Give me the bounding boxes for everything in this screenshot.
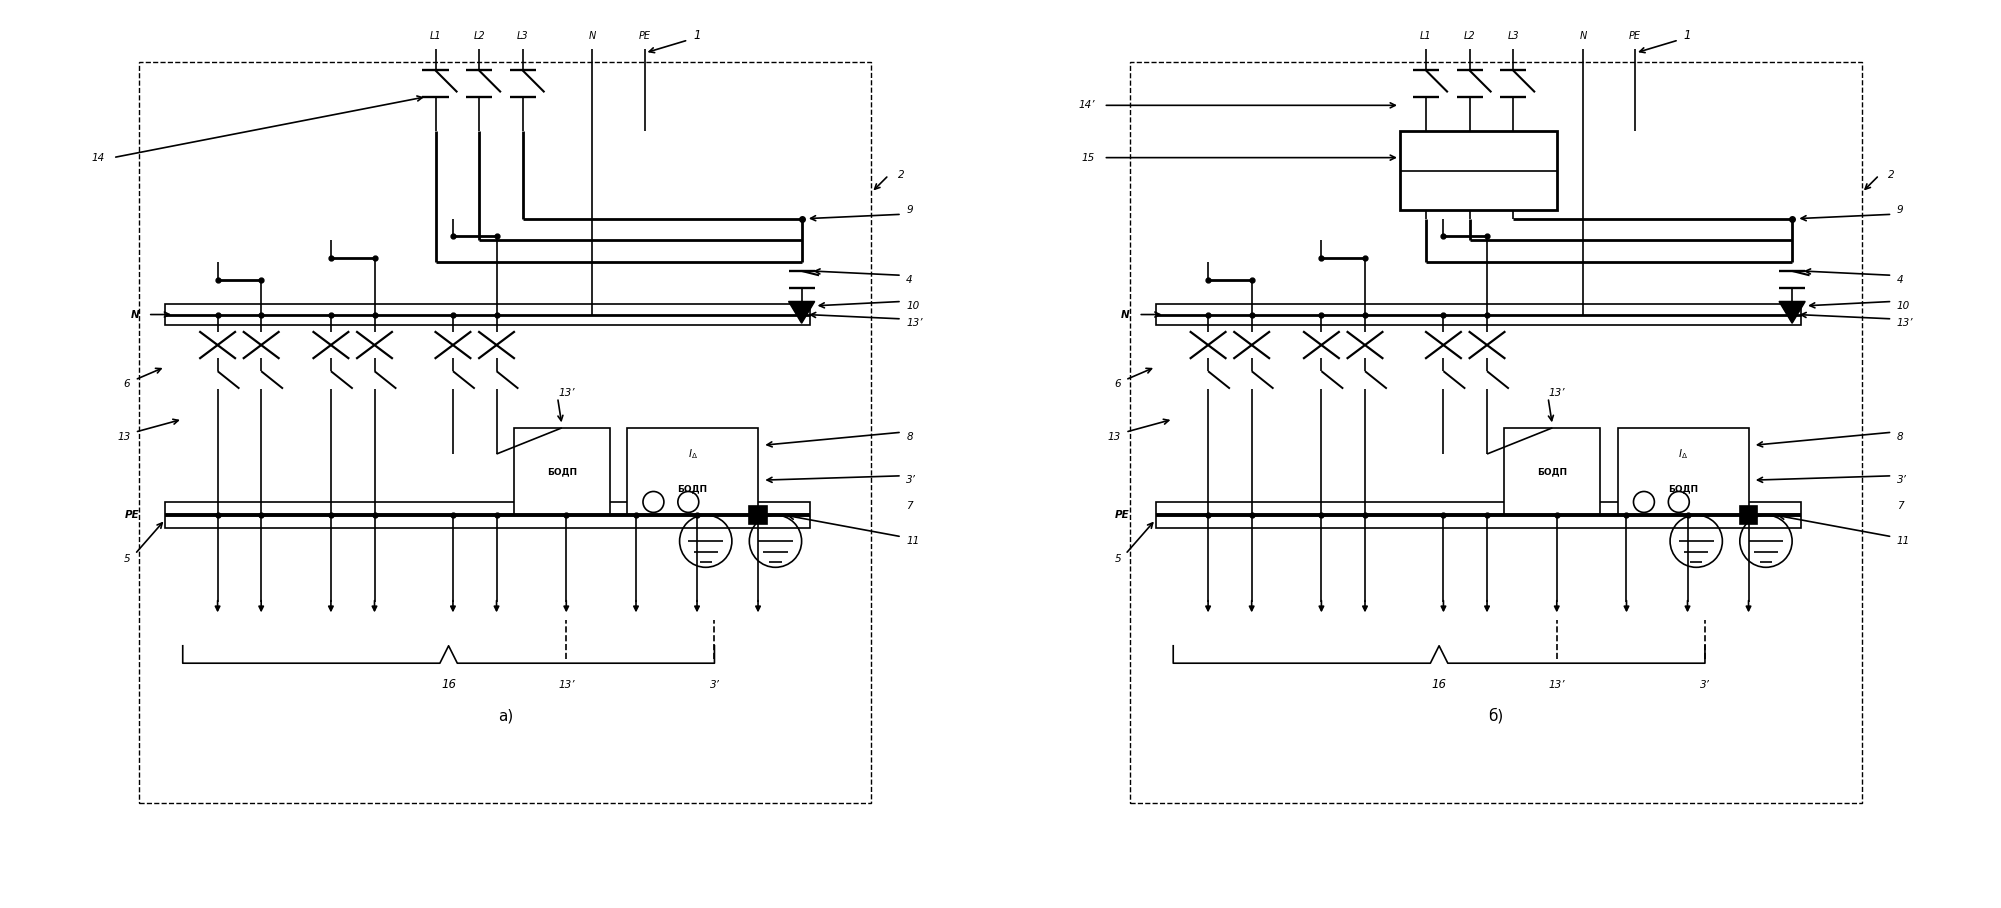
Text: 13’: 13’ xyxy=(1549,388,1565,398)
Text: 6: 6 xyxy=(1115,380,1121,390)
Text: 11: 11 xyxy=(1897,536,1911,547)
Text: БОДП: БОДП xyxy=(678,484,708,493)
Text: 13’: 13’ xyxy=(1897,318,1913,329)
Polygon shape xyxy=(1779,301,1805,323)
Text: 8: 8 xyxy=(906,431,912,441)
Text: L2: L2 xyxy=(474,31,484,41)
Text: 3’: 3’ xyxy=(1701,680,1711,690)
Text: 3’: 3’ xyxy=(906,475,916,485)
Text: 16: 16 xyxy=(1431,678,1447,692)
Text: 5: 5 xyxy=(1115,554,1121,564)
Bar xyxy=(1131,62,1861,803)
Text: 13’: 13’ xyxy=(558,388,574,398)
Bar xyxy=(1505,428,1601,515)
Text: N: N xyxy=(1121,310,1131,320)
Text: L2: L2 xyxy=(1465,31,1475,41)
Bar xyxy=(748,507,766,524)
Text: 1: 1 xyxy=(1683,29,1691,42)
Text: 4: 4 xyxy=(906,274,912,285)
Text: б): б) xyxy=(1489,707,1503,724)
Text: 16: 16 xyxy=(440,678,456,692)
Text: PE: PE xyxy=(1629,31,1641,41)
Bar xyxy=(140,62,870,803)
Text: 14’: 14’ xyxy=(1079,100,1095,111)
Text: 10: 10 xyxy=(906,301,920,311)
Text: L1: L1 xyxy=(1421,31,1433,41)
Bar xyxy=(1617,428,1749,515)
Text: а): а) xyxy=(498,708,512,723)
Text: БОДП: БОДП xyxy=(546,467,576,476)
Text: 2: 2 xyxy=(898,170,904,180)
Bar xyxy=(626,428,758,515)
Bar xyxy=(1157,304,1801,325)
Text: N: N xyxy=(588,31,596,41)
Text: PE: PE xyxy=(638,31,650,41)
Text: 13: 13 xyxy=(118,431,130,441)
Bar xyxy=(1157,502,1801,528)
Text: 13: 13 xyxy=(1109,431,1121,441)
Text: 3’: 3’ xyxy=(710,680,720,690)
Bar xyxy=(514,428,610,515)
Text: 8: 8 xyxy=(1897,431,1903,441)
Text: $I_\Delta$: $I_\Delta$ xyxy=(688,447,698,461)
Text: L3: L3 xyxy=(516,31,528,41)
Text: L3: L3 xyxy=(1507,31,1519,41)
Text: 6: 6 xyxy=(124,380,130,390)
Text: 13’: 13’ xyxy=(1549,680,1565,690)
Text: PE: PE xyxy=(1115,510,1131,520)
Text: БОДП: БОДП xyxy=(1537,467,1567,476)
Text: PE: PE xyxy=(124,510,140,520)
Text: БОДП: БОДП xyxy=(1669,484,1699,493)
Text: 4: 4 xyxy=(1897,274,1903,285)
Text: 13’: 13’ xyxy=(558,680,574,690)
Text: 7: 7 xyxy=(1897,501,1903,511)
Text: 13’: 13’ xyxy=(906,318,922,329)
Text: 5: 5 xyxy=(124,554,130,564)
Bar xyxy=(1401,132,1557,210)
Text: 3’: 3’ xyxy=(1897,475,1907,485)
Text: 9: 9 xyxy=(1897,205,1903,215)
Text: N: N xyxy=(1579,31,1587,41)
Text: 9: 9 xyxy=(906,205,912,215)
Bar xyxy=(1739,507,1757,524)
Text: N: N xyxy=(130,310,140,320)
Bar xyxy=(166,502,810,528)
Polygon shape xyxy=(788,301,814,323)
Bar xyxy=(166,304,810,325)
Text: 7: 7 xyxy=(906,501,912,511)
Text: 15: 15 xyxy=(1081,153,1095,163)
Text: L1: L1 xyxy=(430,31,442,41)
Text: 10: 10 xyxy=(1897,301,1911,311)
Text: 1: 1 xyxy=(692,29,700,42)
Text: 14: 14 xyxy=(90,153,104,163)
Text: $I_\Delta$: $I_\Delta$ xyxy=(1679,447,1689,461)
Text: 11: 11 xyxy=(906,536,920,547)
Text: 2: 2 xyxy=(1889,170,1895,180)
